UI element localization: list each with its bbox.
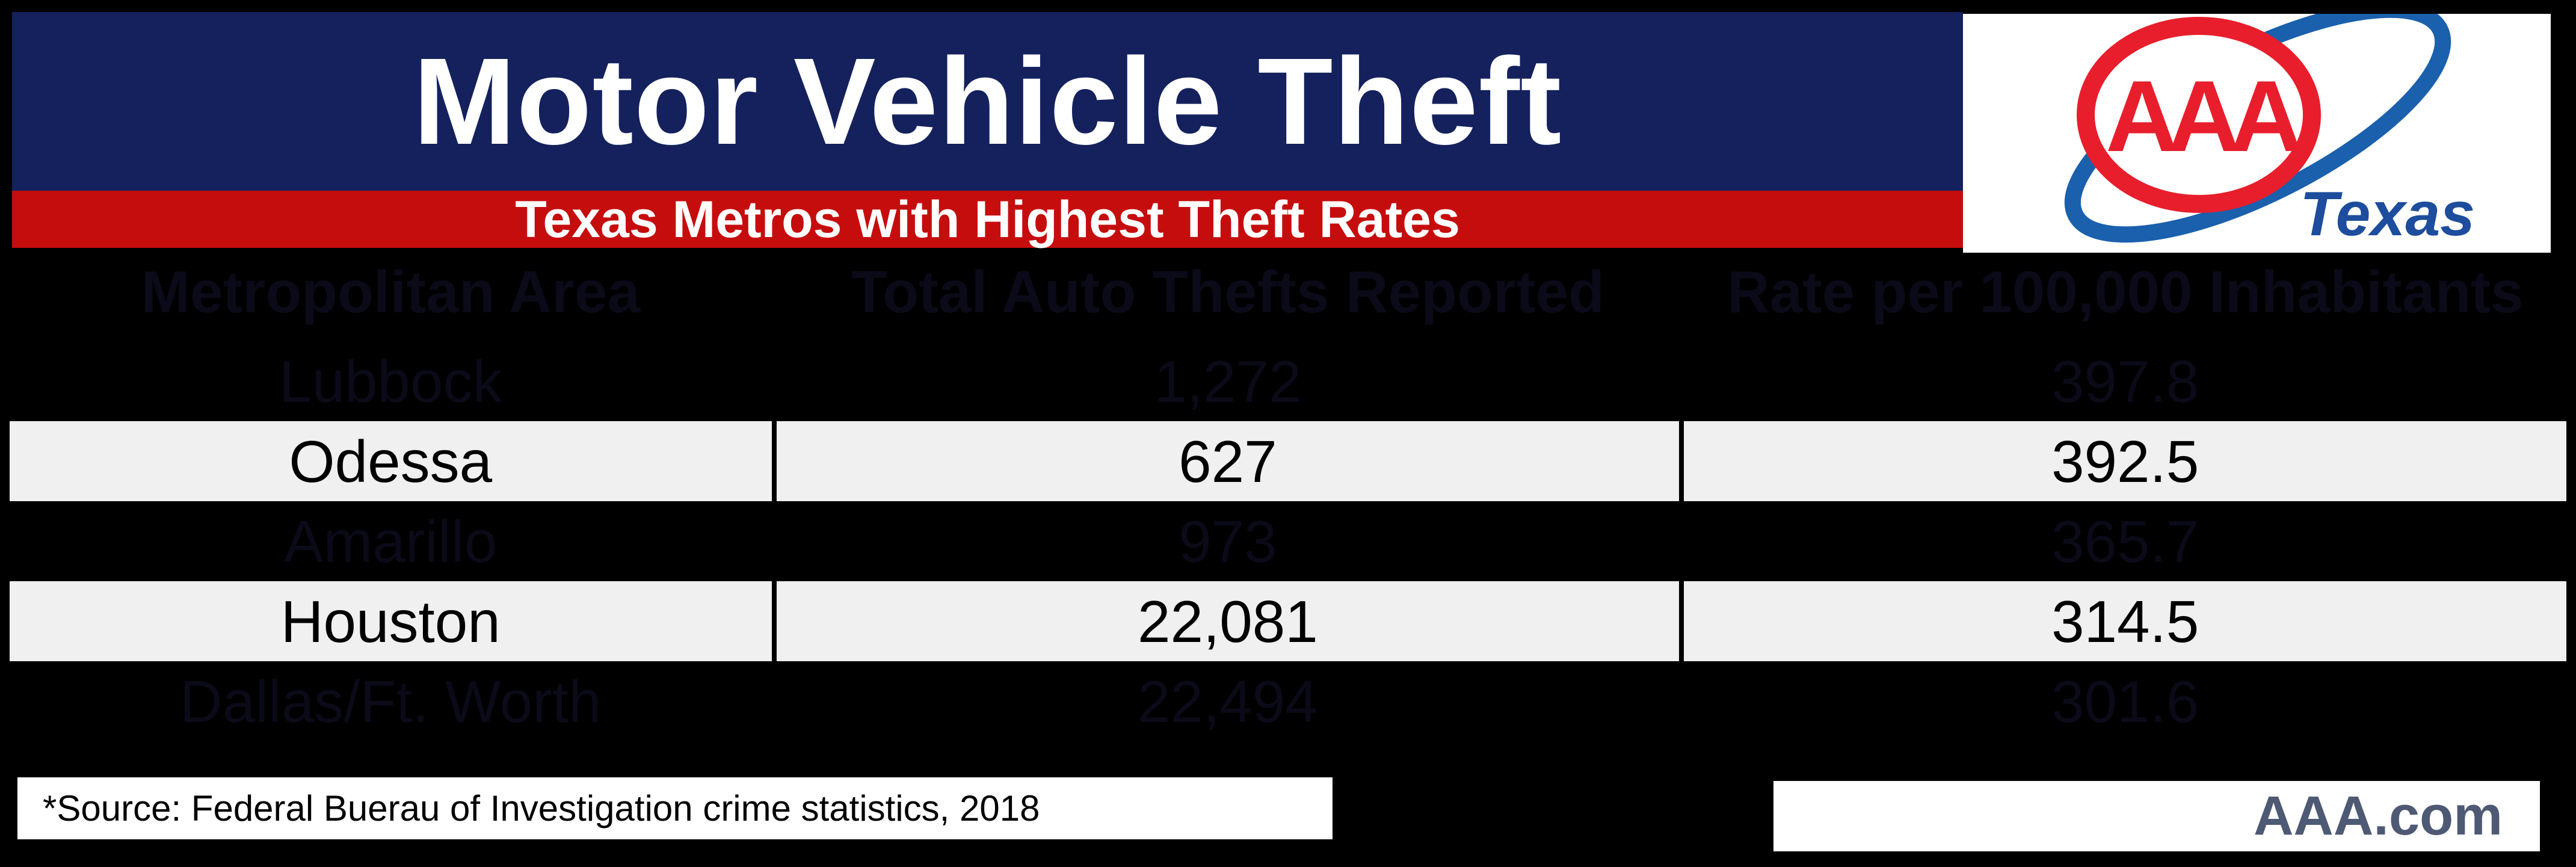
metro-cell: Dallas/Ft. Worth	[10, 661, 772, 741]
table-row: Odessa 627 392.5	[10, 421, 2566, 501]
table-row: Houston 22,081 314.5	[10, 581, 2566, 661]
rate-cell: 301.6	[1679, 661, 2566, 741]
rate-cell: 314.5	[1679, 581, 2566, 661]
page-subtitle: Texas Metros with Highest Theft Rates	[515, 190, 1460, 248]
metro-cell: Houston	[10, 581, 772, 661]
thefts-cell: 1,272	[771, 341, 1680, 421]
metro-cell: Odessa	[10, 421, 772, 501]
metro-cell: Lubbock	[10, 341, 772, 421]
table-row: Amarillo 973 365.7	[10, 501, 2566, 581]
title-band: Motor Vehicle Theft	[12, 12, 1963, 191]
thefts-cell: 22,494	[771, 661, 1680, 741]
table-header-row: Metropolitan Area Total Auto Thefts Repo…	[10, 262, 2566, 321]
source-note-box: *Source: Federal Buerau of Investigation…	[17, 777, 1333, 839]
table-row: Dallas/Ft. Worth 22,494 301.6	[10, 661, 2566, 741]
logo-oval-icon	[2077, 17, 2321, 213]
rate-cell: 392.5	[1679, 421, 2566, 501]
subtitle-band: Texas Metros with Highest Theft Rates	[12, 191, 1963, 248]
source-note: *Source: Federal Buerau of Investigation…	[43, 788, 1040, 828]
column-header-metro: Metropolitan Area	[10, 262, 772, 321]
column-header-thefts: Total Auto Thefts Reported	[771, 262, 1680, 321]
website-box: AAA.com	[1773, 781, 2540, 851]
aaa-texas-logo: AAA Texas	[1963, 14, 2551, 253]
theft-table: Metropolitan Area Total Auto Thefts Repo…	[10, 262, 2566, 741]
website-label: AAA.com	[2253, 785, 2503, 847]
table-row: Lubbock 1,272 397.8	[10, 341, 2566, 421]
thefts-cell: 973	[771, 501, 1680, 581]
thefts-cell: 627	[771, 421, 1680, 501]
rate-cell: 365.7	[1679, 501, 2566, 581]
thefts-cell: 22,081	[771, 581, 1680, 661]
page-title: Motor Vehicle Theft	[413, 32, 1562, 170]
logo-mark-text: AAA	[2106, 60, 2300, 173]
column-header-rate: Rate per 100,000 Inhabitants	[1679, 262, 2566, 321]
rate-cell: 397.8	[1679, 341, 2566, 421]
aaa-logo-icon: AAA Texas	[2064, 14, 2475, 249]
metro-cell: Amarillo	[10, 501, 772, 581]
logo-region-text: Texas	[2300, 179, 2475, 249]
